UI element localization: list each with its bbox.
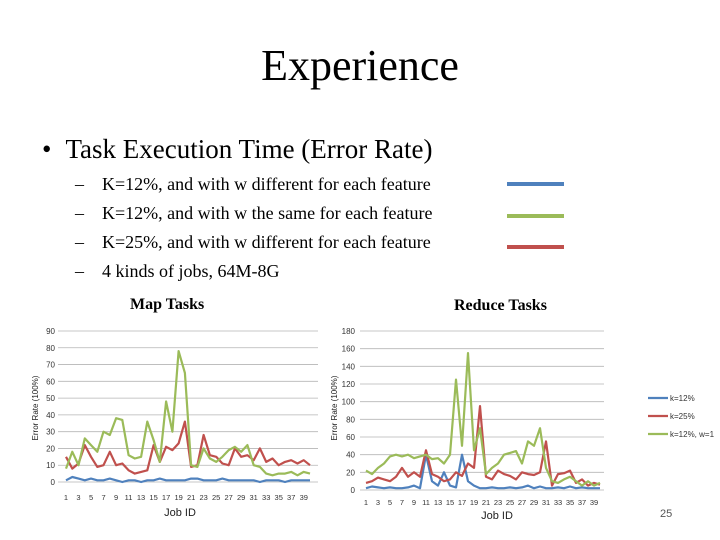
y-tick-label: 0 bbox=[351, 486, 356, 495]
x-tick-label: 31 bbox=[542, 498, 550, 507]
y-tick-label: 70 bbox=[46, 361, 55, 370]
slide-title: Experience bbox=[261, 41, 459, 90]
x-tick-label: 9 bbox=[114, 493, 118, 502]
x-tick-label: 27 bbox=[518, 498, 526, 507]
x-tick-label: 19 bbox=[470, 498, 478, 507]
x-axis-label: Job ID bbox=[164, 507, 196, 519]
x-tick-label: 13 bbox=[137, 493, 145, 502]
legend-line-blue bbox=[507, 182, 564, 186]
x-tick-label: 29 bbox=[530, 498, 538, 507]
series-line-1 bbox=[65, 475, 310, 484]
x-tick-label: 11 bbox=[125, 493, 133, 502]
x-tick-label: 25 bbox=[506, 498, 514, 507]
x-tick-label: 1 bbox=[64, 493, 68, 502]
y-tick-label: 120 bbox=[342, 380, 356, 389]
y-axis-label: Error Rate (100%) bbox=[330, 375, 339, 440]
sub-bullet-marker: – bbox=[75, 174, 84, 194]
x-tick-label: 17 bbox=[458, 498, 466, 507]
x-tick-label: 15 bbox=[149, 493, 157, 502]
y-tick-label: 180 bbox=[342, 327, 356, 336]
y-tick-label: 20 bbox=[46, 444, 55, 453]
sub-bullet-text: K=25%, and with w different for each fea… bbox=[102, 232, 431, 252]
series-line-2 bbox=[365, 405, 601, 487]
x-tick-label: 25 bbox=[212, 493, 220, 502]
legend-entry: k=25% bbox=[670, 412, 695, 421]
y-tick-label: 140 bbox=[342, 362, 356, 371]
y-tick-label: 0 bbox=[51, 478, 56, 487]
y-tick-label: 40 bbox=[346, 451, 355, 460]
y-tick-label: 100 bbox=[342, 398, 356, 407]
series-line-3 bbox=[64, 350, 311, 477]
x-tick-label: 37 bbox=[578, 498, 586, 507]
page-number: 25 bbox=[660, 508, 673, 520]
x-tick-label: 5 bbox=[388, 498, 392, 507]
x-tick-label: 11 bbox=[422, 498, 430, 507]
x-tick-label: 35 bbox=[275, 493, 283, 502]
x-tick-label: 21 bbox=[482, 498, 490, 507]
y-tick-label: 80 bbox=[46, 344, 55, 353]
legend-line-red bbox=[507, 245, 564, 249]
sub-bullet-marker: – bbox=[75, 232, 84, 252]
map-chart-title: Map Tasks bbox=[130, 296, 205, 313]
x-tick-label: 39 bbox=[300, 493, 308, 502]
x-axis-label: Job ID bbox=[481, 510, 513, 522]
x-tick-label: 35 bbox=[566, 498, 574, 507]
sub-bullet-marker: – bbox=[75, 203, 84, 223]
main-bullet: • Task Execution Time (Error Rate) bbox=[42, 134, 432, 165]
x-tick-label: 9 bbox=[412, 498, 416, 507]
y-tick-label: 60 bbox=[46, 377, 55, 386]
main-bullet-text: Task Execution Time (Error Rate) bbox=[65, 134, 433, 164]
x-tick-label: 19 bbox=[174, 493, 182, 502]
x-tick-label: 23 bbox=[494, 498, 502, 507]
y-tick-label: 60 bbox=[346, 433, 355, 442]
x-tick-label: 29 bbox=[237, 493, 245, 502]
y-tick-label: 90 bbox=[46, 327, 55, 336]
y-tick-label: 20 bbox=[346, 468, 355, 477]
x-tick-label: 7 bbox=[101, 493, 105, 502]
bullet-marker: • bbox=[42, 134, 52, 164]
legend-line-green bbox=[507, 214, 564, 218]
sub-bullet-text: 4 kinds of jobs, 64M-8G bbox=[102, 261, 280, 281]
series-line-1 bbox=[365, 453, 600, 490]
sub-bullet-1: – K=12%, and with w different for each fe… bbox=[75, 174, 431, 195]
sub-bullet-text: K=12%, and with w different for each fea… bbox=[102, 174, 431, 194]
x-tick-label: 37 bbox=[287, 493, 295, 502]
y-tick-label: 30 bbox=[46, 428, 55, 437]
y-axis-label: Error Rate (100%) bbox=[31, 375, 40, 440]
x-tick-label: 23 bbox=[199, 493, 207, 502]
x-tick-label: 31 bbox=[250, 493, 258, 502]
sub-bullet-3: – K=25%, and with w different for each fe… bbox=[75, 232, 431, 253]
sub-bullet-2: – K=12%, and with w the same for each fea… bbox=[75, 203, 433, 224]
y-tick-label: 10 bbox=[46, 461, 55, 470]
x-tick-label: 5 bbox=[89, 493, 93, 502]
legend-entry: k=12% bbox=[670, 394, 695, 403]
sub-bullet-text: K=12%, and with w the same for each feat… bbox=[102, 203, 433, 223]
y-tick-label: 40 bbox=[46, 411, 55, 420]
reduce-chart-title: Reduce Tasks bbox=[454, 297, 547, 314]
x-tick-label: 27 bbox=[224, 493, 232, 502]
series-line-3 bbox=[365, 352, 601, 487]
series-line-2 bbox=[65, 420, 311, 475]
x-tick-label: 33 bbox=[554, 498, 562, 507]
y-tick-label: 80 bbox=[346, 415, 355, 424]
sub-bullet-4: –4 kinds of jobs, 64M-8G bbox=[75, 261, 280, 282]
x-tick-label: 33 bbox=[262, 493, 270, 502]
sub-bullet-marker: – bbox=[75, 261, 84, 281]
y-tick-label: 50 bbox=[46, 394, 55, 403]
x-tick-label: 21 bbox=[187, 493, 195, 502]
x-tick-label: 1 bbox=[364, 498, 368, 507]
x-tick-label: 15 bbox=[446, 498, 454, 507]
x-tick-label: 17 bbox=[162, 493, 170, 502]
x-tick-label: 3 bbox=[376, 498, 380, 507]
x-tick-label: 7 bbox=[400, 498, 404, 507]
x-tick-label: 3 bbox=[76, 493, 80, 502]
x-tick-label: 13 bbox=[434, 498, 442, 507]
x-tick-label: 39 bbox=[590, 498, 598, 507]
y-tick-label: 160 bbox=[342, 345, 356, 354]
legend-entry: k=12%, w=1 bbox=[670, 430, 715, 439]
